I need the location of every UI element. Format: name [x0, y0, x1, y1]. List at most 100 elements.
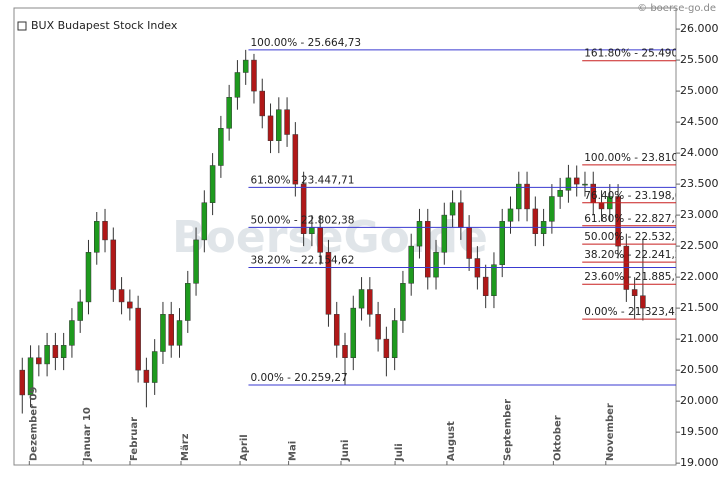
y-tick-label: 20.000 [680, 394, 719, 407]
y-tick-label: 22.000 [680, 270, 719, 283]
candle-body [69, 320, 75, 346]
y-tick-label: 23.000 [680, 208, 719, 221]
chart-title: BUX Budapest Stock Index [31, 19, 178, 32]
candle-body [201, 202, 208, 241]
candle-body [300, 183, 307, 234]
candle-body [317, 227, 323, 253]
legend-box [17, 21, 27, 31]
candle-body [631, 289, 638, 296]
candle-body [400, 283, 406, 321]
candle-body [251, 59, 257, 92]
candle-body [151, 351, 158, 383]
candle-body [582, 183, 588, 186]
candle-body [276, 109, 282, 141]
x-tick-label: Mai [288, 441, 299, 461]
candle-body [160, 314, 166, 352]
candle-body [267, 115, 274, 141]
y-tick-label: 19.000 [680, 456, 719, 469]
y-tick-label: 19.500 [680, 425, 719, 438]
fib-label: 100.00% - 25.664,73 [250, 37, 361, 49]
candle-body [640, 295, 646, 309]
fib-label: 23.60% - 21.885,9 [584, 271, 681, 283]
candle-body [615, 196, 621, 247]
candle-body [292, 134, 299, 185]
candle-body [85, 252, 92, 303]
y-tick-label: 22.500 [680, 239, 719, 252]
candle-body [358, 289, 365, 309]
y-tick-label: 23.500 [680, 177, 719, 190]
candle-body [466, 227, 472, 259]
candle-body [342, 345, 348, 358]
fib-label: 50.00% - 22.532,7 [584, 231, 681, 243]
candle-body [94, 221, 100, 253]
candle-body [259, 90, 265, 117]
candle-body [218, 128, 224, 166]
candle-body [482, 276, 489, 296]
x-tick-label: Februar [129, 417, 140, 461]
plot-area: 100.00% - 25.664,73 61.80% - 23.447,71 50.… [19, 37, 681, 414]
x-tick-label: November [605, 403, 616, 461]
candle-body [143, 369, 150, 383]
fib-label: 38.20% - 22.241,2 [584, 249, 681, 261]
x-tick-label: August [446, 421, 457, 461]
y-tick-label: 25.500 [680, 53, 719, 66]
fib-label: 38.20% - 22.154,62 [250, 255, 354, 267]
candle-body [491, 264, 497, 296]
y-tick-label: 21.000 [680, 332, 719, 345]
candle-body [449, 202, 456, 216]
candle-body [532, 208, 539, 234]
candle-body [516, 183, 522, 210]
candle-body [226, 97, 232, 129]
candle-body [391, 320, 398, 358]
y-tick-label: 21.500 [680, 301, 719, 314]
candle-body [557, 190, 563, 197]
candle-body [350, 307, 357, 358]
candle-body [127, 301, 133, 309]
x-tick-label: Oktober [552, 415, 563, 461]
candle-body [507, 208, 514, 222]
candle-body [36, 357, 42, 365]
candle-body [176, 320, 183, 346]
x-tick-label: Juli [394, 443, 405, 462]
candle-body [549, 196, 555, 222]
candle-body [60, 345, 67, 358]
fib-label: 161.80% - 25.490 [584, 48, 678, 60]
candle-body [168, 314, 174, 346]
candle-body [425, 221, 431, 278]
fib-label: 0.00% - 20.259,27 [250, 372, 347, 384]
candle-body [118, 289, 125, 303]
y-tick-label: 20.500 [680, 363, 719, 376]
candle-body [77, 301, 83, 321]
candle-body [135, 307, 141, 371]
candle-body [27, 357, 34, 396]
candle-body [458, 202, 464, 228]
source: © boerse-go.de [637, 3, 716, 14]
candle-body [573, 177, 580, 185]
candle-body [367, 289, 373, 315]
candle-body [209, 165, 216, 203]
candle-body [441, 214, 448, 253]
x-tick-label: April [239, 434, 250, 461]
candle-body [499, 221, 505, 265]
y-tick-label: 25.000 [680, 84, 719, 97]
candle-body [52, 345, 59, 358]
candle-body [598, 202, 605, 210]
candle-body [408, 245, 414, 284]
fib-label: 61.80% - 23.447,71 [250, 174, 354, 186]
plot-frame [13, 7, 677, 466]
x-tick-label: Dezember 09 [28, 387, 39, 461]
candle-body [325, 252, 332, 315]
x-tick-label: Juni [340, 440, 351, 462]
fib-label: 100.00% - 23.810 [584, 152, 678, 164]
candle-body [565, 177, 572, 191]
y-tick-label: 24.000 [680, 146, 719, 159]
candle-body [284, 109, 290, 135]
candle-body [234, 72, 241, 98]
candle-body [375, 314, 381, 340]
candle-body [416, 221, 423, 247]
candle-body [44, 345, 50, 365]
candle-body [193, 239, 199, 284]
y-tick-label: 26.000 [680, 22, 719, 35]
candle-body [242, 59, 249, 73]
